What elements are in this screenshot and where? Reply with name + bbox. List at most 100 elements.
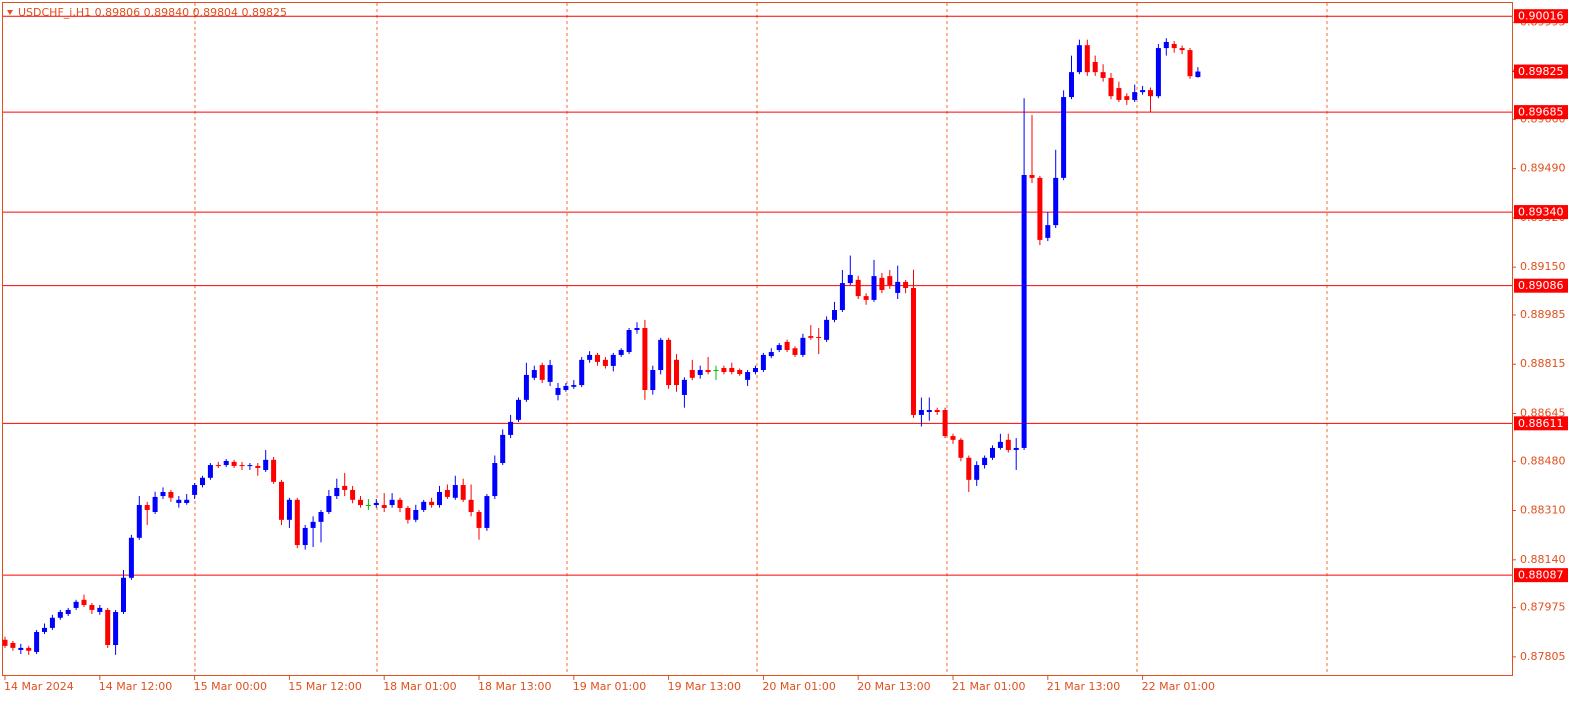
candle-body <box>373 503 379 506</box>
price-label: 0.89825 <box>1518 65 1564 78</box>
candle-body <box>286 499 292 520</box>
candle-body <box>1053 177 1059 226</box>
candle-body <box>405 507 411 520</box>
candle-body <box>555 387 561 395</box>
candle-body <box>34 631 40 652</box>
candle-body <box>105 609 111 645</box>
level-box <box>1514 278 1568 293</box>
x-tick-label: 18 Mar 13:00 <box>478 680 551 693</box>
candle-body <box>1148 90 1153 97</box>
candle-body <box>468 499 474 512</box>
candle-body <box>1061 97 1067 178</box>
candle-body <box>768 352 774 357</box>
candle-body <box>824 319 830 340</box>
candle-body <box>26 647 32 651</box>
candle-body <box>2 639 8 646</box>
candle-body <box>1140 90 1146 93</box>
candle-body <box>1195 71 1201 78</box>
candle-body <box>350 489 356 500</box>
level-label: 0.89685 <box>1518 106 1564 119</box>
candle-body <box>247 465 253 467</box>
candle-body <box>539 365 545 380</box>
level-label: 0.89340 <box>1518 206 1564 219</box>
candle-body <box>255 465 261 468</box>
candle-body <box>705 370 711 373</box>
candle-body <box>658 339 664 371</box>
candle-body <box>1171 44 1177 49</box>
candle-body <box>239 465 245 467</box>
candle-body <box>279 481 284 520</box>
title-arrow <box>7 10 13 15</box>
level-label: 0.88087 <box>1518 569 1564 582</box>
candle-body <box>713 370 719 372</box>
level-box <box>1514 416 1568 431</box>
level-box <box>1514 205 1568 220</box>
candle-body <box>500 434 506 464</box>
candle-body <box>1005 439 1011 450</box>
candle-body <box>10 642 16 648</box>
candle-body <box>1116 88 1122 100</box>
candle-body <box>42 627 47 632</box>
candle-body <box>666 339 672 386</box>
x-tick-label: 20 Mar 13:00 <box>857 680 930 693</box>
candle-body <box>18 647 24 650</box>
candle-body <box>437 491 442 506</box>
x-tick-label: 14 Mar 12:00 <box>99 680 172 693</box>
candle-body <box>1132 92 1138 100</box>
candle-body <box>460 485 466 500</box>
candle-body <box>745 372 751 380</box>
candle-body <box>571 385 577 387</box>
candle-body <box>516 399 521 420</box>
candle-body <box>192 485 198 495</box>
candle-body <box>444 489 450 497</box>
candle-body <box>168 491 174 498</box>
candle-body <box>832 310 837 320</box>
candle-body <box>381 505 387 508</box>
candle-body <box>800 337 806 355</box>
candle-body <box>231 461 237 466</box>
y-tick-label: 0.88985 <box>1520 308 1566 321</box>
candle-body <box>523 374 529 400</box>
candle-body <box>49 617 55 628</box>
candle-body <box>926 409 932 413</box>
candle-body <box>760 354 766 371</box>
candle-body <box>57 611 63 618</box>
candle-body <box>863 296 869 300</box>
candle-body <box>413 509 419 520</box>
candle-body <box>452 485 458 498</box>
candle-body <box>966 457 972 480</box>
candle-body <box>990 447 995 458</box>
candle-body <box>729 367 735 373</box>
candle-body <box>776 345 782 351</box>
candle-body <box>1092 61 1098 73</box>
candle-body <box>271 459 277 482</box>
candle-body <box>626 330 632 353</box>
candle-body <box>997 441 1003 448</box>
y-tick-label: 0.88480 <box>1520 454 1566 467</box>
candle-body <box>176 499 182 504</box>
candle-body <box>302 527 308 546</box>
candle-body <box>792 348 798 355</box>
candle-body <box>326 496 332 512</box>
candle-body <box>1124 96 1130 100</box>
candle-body <box>610 354 616 366</box>
y-tick-label: 0.89150 <box>1520 260 1566 273</box>
candle-body <box>263 459 269 470</box>
candle-body <box>1029 174 1035 178</box>
plot-frame <box>2 2 1513 676</box>
candle-body <box>476 511 482 528</box>
candle-body <box>563 385 569 390</box>
candle-body <box>1013 447 1019 450</box>
level-box <box>1514 105 1568 120</box>
y-tick-label: 0.88140 <box>1520 553 1566 566</box>
candle-body <box>950 436 956 440</box>
chart-title: USDCHF_i,H1 0.89806 0.89840 0.89804 0.89… <box>18 6 287 19</box>
candle-body <box>587 354 593 360</box>
candle-body <box>737 370 743 375</box>
candle-body <box>1076 45 1082 73</box>
candle-body <box>128 537 134 578</box>
candle-body <box>207 465 213 478</box>
candle-body <box>508 421 514 435</box>
candle-body <box>808 336 814 338</box>
candle-body <box>879 277 885 291</box>
